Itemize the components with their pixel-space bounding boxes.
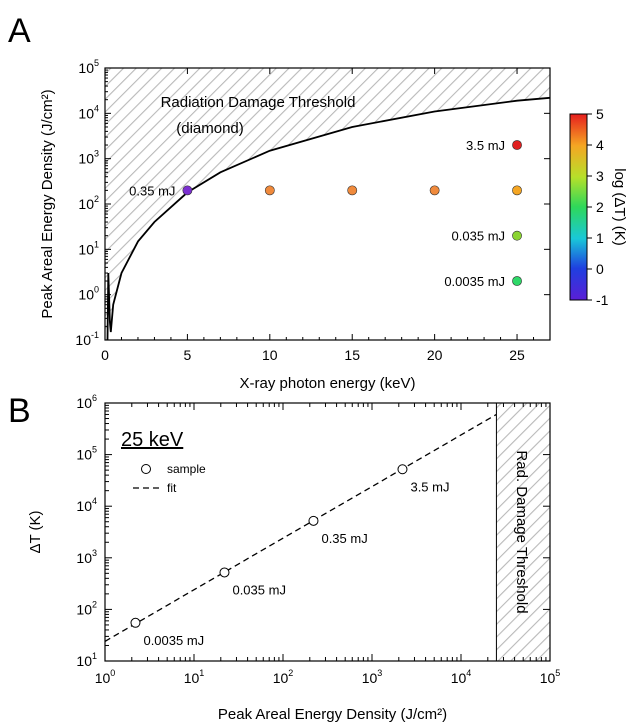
y-tick-label: 102	[76, 599, 97, 617]
legend-sample-label: sample	[167, 462, 206, 476]
panel-b-letter: B	[8, 392, 31, 430]
damage-region-hatch	[105, 68, 550, 340]
y-tick-label: 103	[78, 149, 99, 167]
x-axis-title: X-ray photon energy (keV)	[240, 375, 416, 392]
colorbar	[569, 113, 588, 301]
threshold-label: Rad. Damage Threshold	[513, 450, 530, 613]
y-tick-label: 101	[78, 239, 99, 257]
plot-frame	[104, 402, 551, 662]
colorbar-tick-label: 4	[596, 137, 604, 153]
y-tick-label: 104	[76, 496, 97, 514]
panel-a-letter: A	[8, 12, 31, 50]
y-tick-label: 100	[78, 285, 99, 303]
y-axis-title: Peak Areal Energy Density (J/cm²)	[39, 89, 56, 318]
legend-fit-label: fit	[167, 481, 177, 495]
colorbar-tick-label: 0	[596, 261, 604, 277]
panel-a-chart: Radiation Damage Threshold(diamond)0 5 10 1…	[39, 58, 628, 392]
threshold-curve	[106, 96, 550, 340]
x-tick-label: 102	[273, 668, 294, 686]
point-label: 0.0035 mJ	[444, 274, 505, 289]
data-point	[347, 185, 358, 196]
x-tick-label: 105	[540, 668, 561, 686]
x-axis-title: Peak Areal Energy Density (J/cm²)	[218, 706, 447, 723]
y-tick-label: 101	[76, 651, 97, 669]
legend-title: 25 keV	[121, 429, 184, 451]
x-tick-label: 20	[427, 347, 443, 363]
colorbar-tick-label: 1	[596, 230, 604, 246]
y-tick-label: 103	[76, 548, 97, 566]
threshold-label-line2: (diamond)	[176, 120, 244, 137]
legend-sample-marker	[141, 464, 151, 474]
data-point	[512, 276, 522, 286]
x-tick-label: 0	[101, 347, 109, 363]
point-label: 3.5 mJ	[466, 138, 505, 153]
data-point	[512, 185, 522, 196]
sample-point	[397, 464, 408, 475]
x-tick-label: 5	[184, 347, 192, 363]
point-label: 0.035 mJ	[452, 229, 505, 244]
x-tick-label: 25	[509, 347, 525, 363]
sample-point	[308, 515, 319, 526]
x-tick-label: 104	[451, 668, 472, 686]
colorbar-tick-label: 3	[596, 168, 604, 184]
point-label: 0.035 mJ	[232, 582, 285, 597]
x-tick-label: 103	[362, 668, 383, 686]
point-label: 3.5 mJ	[410, 479, 449, 494]
data-point	[182, 185, 193, 196]
y-axis-title: ΔT (K)	[27, 510, 44, 553]
data-point	[429, 185, 440, 196]
y-tick-label: 105	[76, 445, 97, 463]
point-label: 0.35 mJ	[321, 531, 367, 546]
colorbar-tick-label: -1	[596, 292, 609, 308]
x-tick-label: 10	[262, 347, 278, 363]
y-tick-label: 105	[78, 58, 99, 76]
x-tick-label: 101	[184, 668, 205, 686]
data-point	[512, 230, 522, 241]
data-point	[512, 140, 522, 150]
sample-point	[219, 567, 230, 578]
point-label: 0.35 mJ	[129, 183, 175, 198]
threshold-label-line1: Radiation Damage Threshold	[161, 94, 356, 111]
colorbar-tick-label: 5	[596, 106, 604, 122]
y-tick-label: 10-1	[75, 330, 99, 348]
y-tick-label: 104	[78, 103, 99, 121]
data-point	[264, 185, 275, 196]
colorbar-tick-label: 2	[596, 199, 604, 215]
colorbar-label: log (ΔT) (K)	[611, 168, 628, 246]
x-tick-label: 15	[344, 347, 360, 363]
fit-line	[105, 413, 497, 642]
point-label: 0.0035 mJ	[143, 633, 204, 648]
y-tick-label: 102	[78, 194, 99, 212]
sample-point	[130, 617, 141, 628]
x-tick-label: 100	[95, 668, 116, 686]
damage-region-hatch	[495, 402, 551, 662]
y-tick-label: 106	[76, 393, 97, 411]
